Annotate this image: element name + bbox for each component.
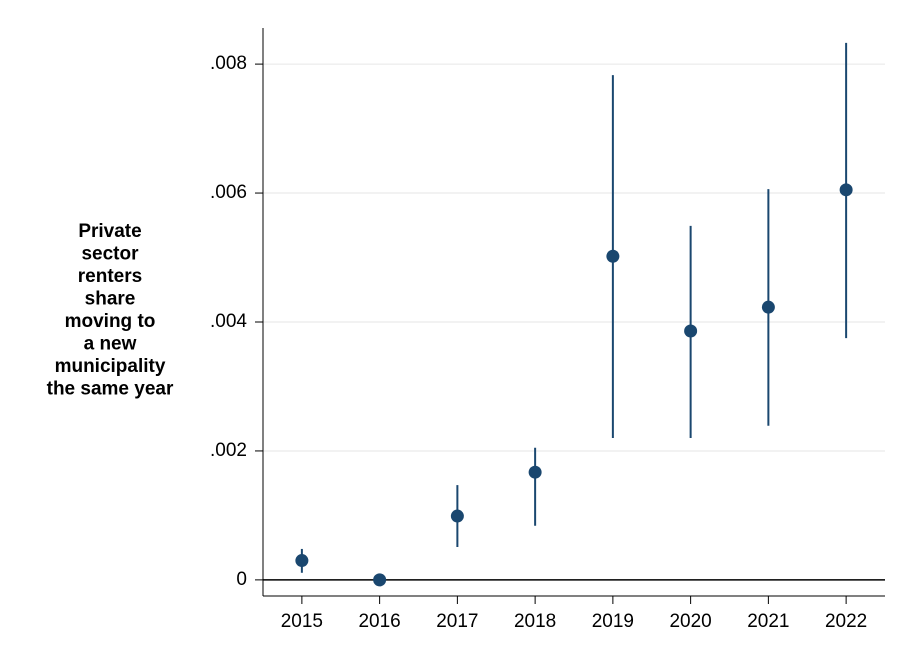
x-tick-label: 2021 bbox=[747, 611, 789, 632]
y-tick-label: .006 bbox=[210, 182, 247, 203]
point bbox=[839, 183, 853, 197]
point bbox=[684, 324, 698, 338]
x-tick-label: 2020 bbox=[669, 611, 711, 632]
x-tick-label: 2018 bbox=[514, 611, 556, 632]
point bbox=[761, 300, 775, 314]
x-tick-label: 2017 bbox=[436, 611, 478, 632]
point bbox=[528, 465, 542, 479]
y-axis-label: share bbox=[85, 289, 136, 310]
x-tick-label: 2015 bbox=[281, 611, 323, 632]
point bbox=[450, 509, 464, 523]
y-axis-label: municipality bbox=[55, 356, 166, 377]
x-tick-label: 2016 bbox=[358, 611, 400, 632]
x-tick-label: 2022 bbox=[825, 611, 867, 632]
y-axis-label: sector bbox=[81, 244, 139, 265]
y-tick-label: .004 bbox=[210, 311, 247, 332]
y-axis-label: moving to bbox=[65, 311, 156, 332]
x-tick-label: 2019 bbox=[592, 611, 634, 632]
y-tick-label: .002 bbox=[210, 440, 247, 461]
point bbox=[606, 249, 620, 263]
y-axis-label: a new bbox=[84, 334, 137, 355]
y-axis-label: Private bbox=[78, 221, 141, 242]
point bbox=[295, 554, 309, 568]
y-tick-label: .008 bbox=[210, 53, 247, 74]
y-axis-label: the same year bbox=[47, 379, 174, 400]
y-tick-label: 0 bbox=[236, 569, 247, 590]
y-axis-label: renters bbox=[78, 266, 142, 287]
point bbox=[373, 573, 387, 587]
